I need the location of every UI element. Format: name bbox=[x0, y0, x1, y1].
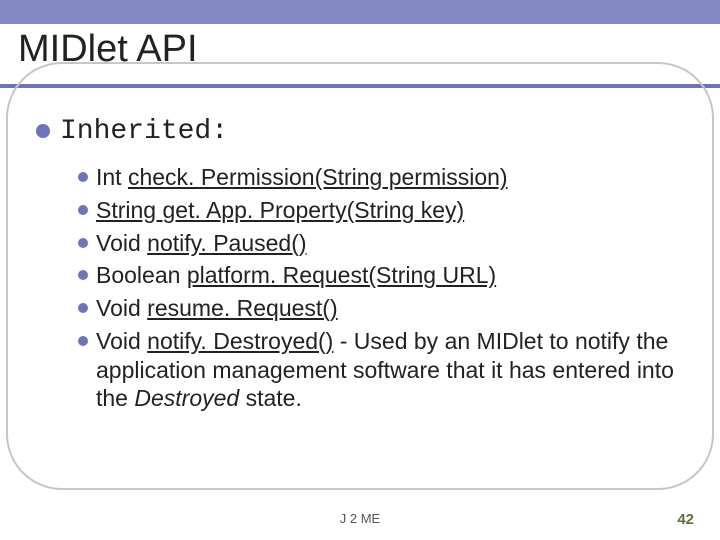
bullet-icon bbox=[78, 336, 88, 346]
bullet-icon bbox=[78, 238, 88, 248]
footer-label: J 2 ME bbox=[0, 511, 720, 526]
section-label: Inherited: bbox=[60, 116, 228, 147]
bullet-icon bbox=[78, 303, 88, 313]
section-heading: Inherited: bbox=[36, 116, 684, 147]
list-item: Void resume. Request() bbox=[78, 294, 684, 323]
list-item-text: Boolean platform. Request(String URL) bbox=[96, 261, 496, 290]
bullet-icon bbox=[78, 172, 88, 182]
list-item: Void notify. Paused() bbox=[78, 229, 684, 258]
list-item-text: Int check. Permission(String permission) bbox=[96, 163, 508, 192]
bullet-icon bbox=[36, 124, 50, 138]
slide: MIDlet API Inherited: Int check. Permiss… bbox=[0, 0, 720, 540]
list-item-text: String get. App. Property(String key) bbox=[96, 196, 464, 225]
list-item: Boolean platform. Request(String URL) bbox=[78, 261, 684, 290]
page-number: 42 bbox=[677, 511, 694, 528]
method-list: Int check. Permission(String permission)… bbox=[78, 163, 684, 413]
content-oval: Inherited: Int check. Permission(String … bbox=[6, 62, 714, 490]
bullet-icon bbox=[78, 270, 88, 280]
top-band bbox=[0, 0, 720, 24]
list-item-text: Void resume. Request() bbox=[96, 294, 338, 323]
list-item-text: Void notify. Paused() bbox=[96, 229, 307, 258]
list-item: String get. App. Property(String key) bbox=[78, 196, 684, 225]
list-item: Int check. Permission(String permission) bbox=[78, 163, 684, 192]
list-item-text: Void notify. Destroyed() - Used by an MI… bbox=[96, 327, 684, 413]
list-item: Void notify. Destroyed() - Used by an MI… bbox=[78, 327, 684, 413]
bullet-icon bbox=[78, 205, 88, 215]
